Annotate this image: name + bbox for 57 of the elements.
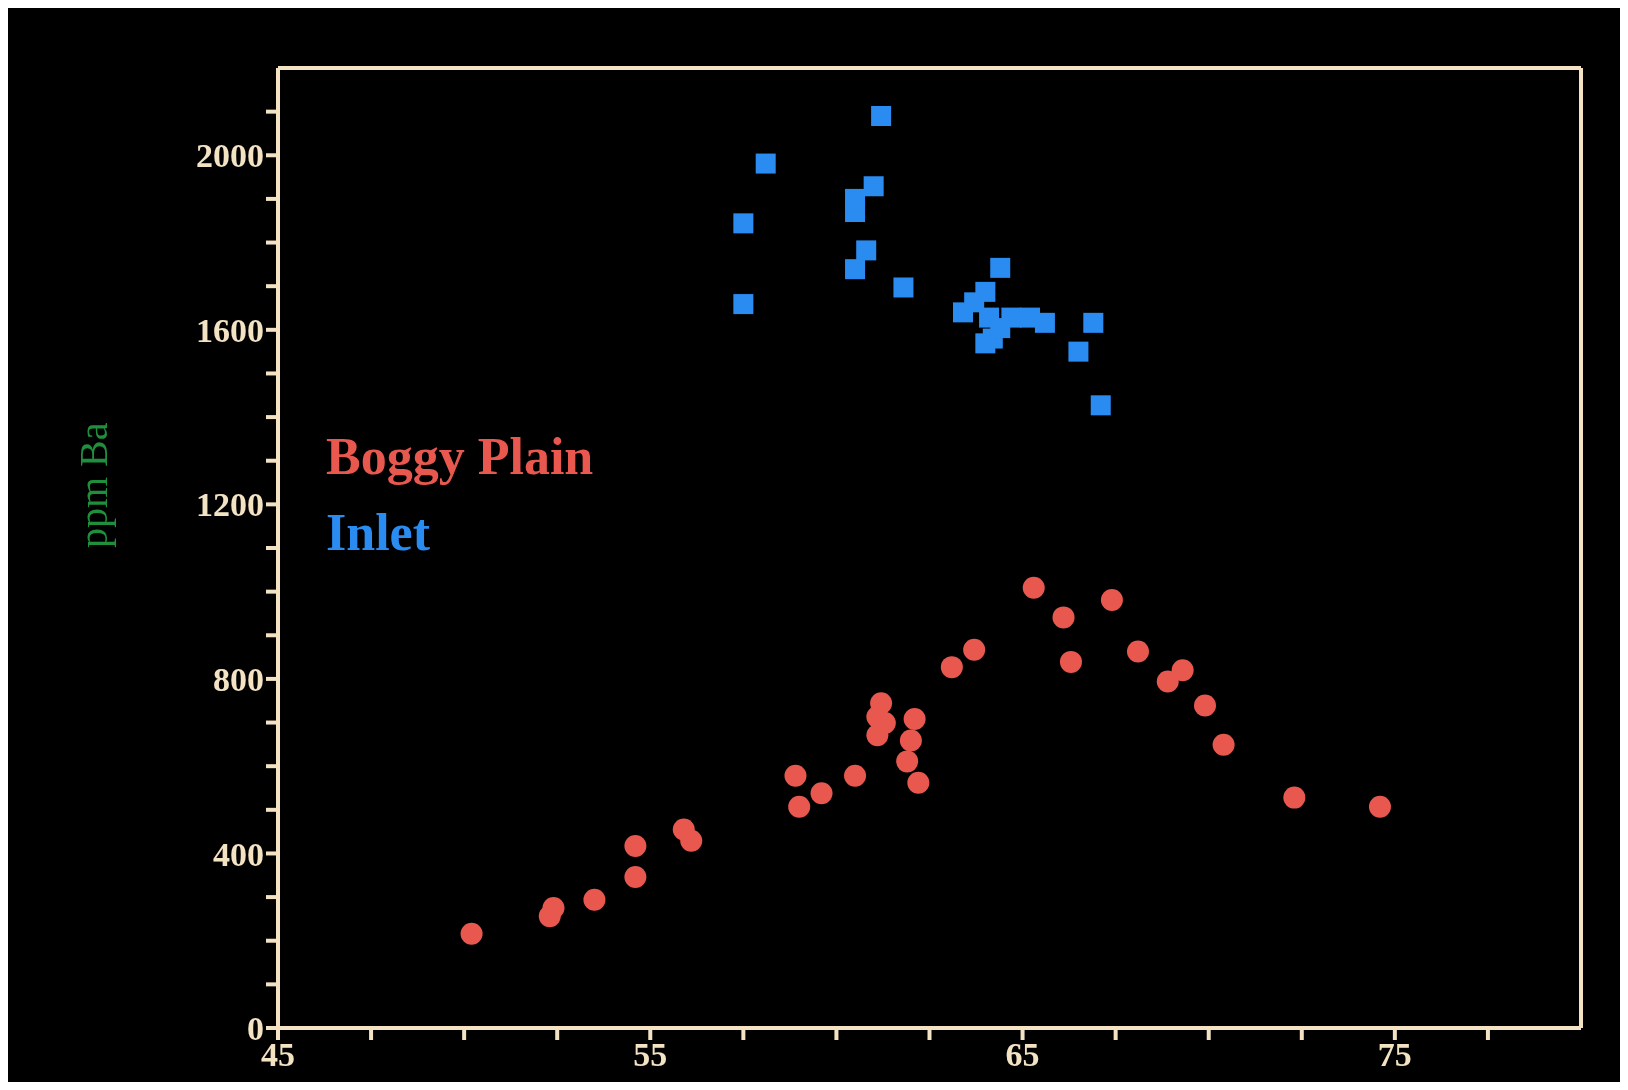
- point: [1052, 606, 1075, 629]
- point: [733, 213, 754, 234]
- y-axis-title: ppm Ba: [71, 422, 117, 548]
- point: [1156, 670, 1179, 693]
- text: Inlet: [326, 503, 431, 563]
- point: [1001, 307, 1022, 328]
- point: [896, 750, 919, 773]
- point: [1368, 795, 1391, 818]
- point: [1022, 576, 1045, 599]
- point: [899, 729, 922, 752]
- point: [1193, 694, 1216, 717]
- point: [733, 294, 754, 315]
- x-tick-label: 55: [633, 1036, 668, 1074]
- point: [460, 922, 483, 945]
- x-tick-label: 45: [261, 1036, 295, 1074]
- point: [1090, 395, 1111, 416]
- point: [583, 888, 606, 911]
- point: [893, 277, 914, 298]
- point: [1083, 312, 1104, 333]
- point: [1212, 733, 1235, 756]
- point: [990, 257, 1011, 278]
- y-tick-label: 0: [247, 1010, 264, 1048]
- y-tick-label: 1200: [196, 486, 264, 524]
- point: [907, 771, 930, 794]
- point: [810, 782, 833, 805]
- x-tick-label: 75: [1377, 1036, 1412, 1074]
- point: [1034, 312, 1055, 333]
- text: Boggy Plain: [326, 427, 594, 487]
- point: [755, 153, 776, 174]
- point: [903, 708, 926, 731]
- point: [871, 106, 892, 126]
- point: [866, 705, 889, 728]
- point: [845, 202, 866, 222]
- point: [1171, 659, 1194, 682]
- point: [963, 638, 986, 661]
- point: [844, 764, 867, 787]
- point: [542, 897, 565, 919]
- x-tick-label: 65: [1005, 1036, 1040, 1074]
- point: [845, 259, 866, 280]
- point: [1068, 341, 1089, 362]
- y-tick-label: 2000: [196, 137, 264, 175]
- point: [788, 795, 811, 818]
- y-tick-label: 400: [213, 835, 264, 873]
- point: [1126, 640, 1149, 663]
- point: [624, 866, 647, 889]
- point: [624, 835, 647, 858]
- point: [940, 656, 963, 679]
- point: [975, 281, 996, 302]
- point: [863, 176, 884, 197]
- point: [856, 240, 877, 261]
- point: [1283, 786, 1306, 809]
- y-tick-label: 800: [213, 660, 264, 698]
- point: [784, 764, 807, 787]
- point: [1059, 650, 1082, 673]
- point: [680, 829, 703, 852]
- point: [1100, 588, 1123, 611]
- y-tick-label: 1600: [196, 311, 264, 349]
